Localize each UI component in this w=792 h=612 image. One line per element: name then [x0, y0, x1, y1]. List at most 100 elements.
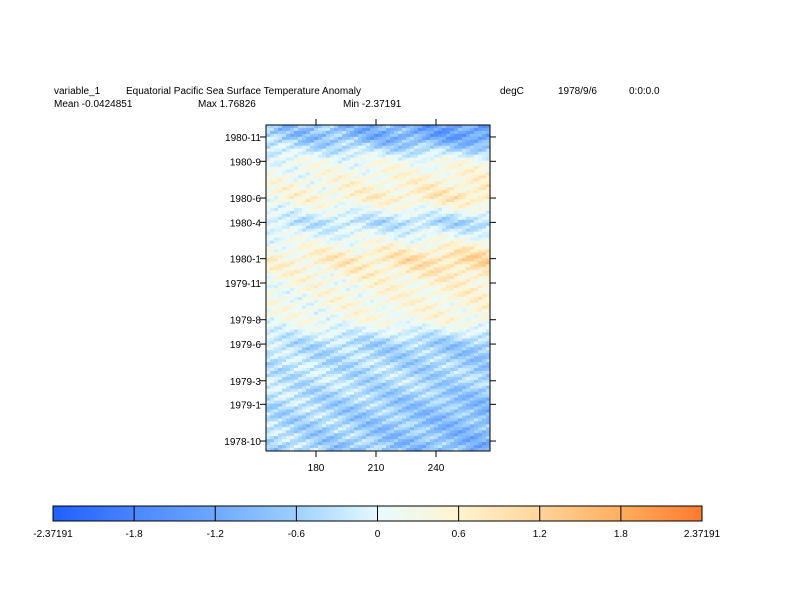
heatmap-cell [430, 157, 435, 161]
heatmap-cell [442, 261, 447, 265]
heatmap-cell [330, 213, 335, 218]
heatmap-cell [342, 199, 347, 203]
heatmap-cell [390, 207, 395, 212]
heatmap-cell [426, 190, 431, 194]
heatmap-cell [462, 237, 467, 241]
heatmap-cell [474, 362, 479, 366]
heatmap-cell [270, 373, 275, 378]
heatmap-cell [422, 293, 427, 298]
heatmap-cell [306, 243, 311, 247]
heatmap-cell [462, 252, 467, 256]
heatmap-cell [274, 222, 279, 227]
heatmap-cell [474, 222, 479, 227]
heatmap-cell [382, 293, 387, 298]
heatmap-cell [306, 332, 311, 336]
heatmap-cell [342, 264, 347, 268]
heatmap-cell [422, 308, 427, 313]
heatmap-cell [450, 216, 455, 221]
heatmap-cell [422, 237, 427, 241]
heatmap-cell [478, 196, 483, 200]
heatmap-cell [362, 273, 367, 277]
heatmap-cell [382, 210, 387, 215]
heatmap-cell [278, 326, 283, 330]
heatmap-cell [426, 382, 431, 387]
heatmap-cell [438, 127, 443, 132]
heatmap-cell [362, 145, 367, 150]
heatmap-cell [438, 279, 443, 283]
heatmap-cell [426, 379, 431, 384]
heatmap-cell [434, 169, 439, 173]
heatmap-cell [322, 385, 327, 390]
heatmap-cell [402, 166, 407, 170]
heatmap-cell [362, 385, 367, 390]
heatmap-cell [422, 213, 427, 218]
heatmap-cell [286, 329, 291, 333]
heatmap-cell [318, 142, 323, 147]
heatmap-cell [294, 243, 299, 247]
heatmap-cell [350, 216, 355, 221]
heatmap-cell [442, 385, 447, 390]
heatmap-cell [342, 382, 347, 387]
heatmap-cell [442, 222, 447, 227]
heatmap-cell [330, 341, 335, 345]
heatmap-cell [358, 382, 363, 387]
heatmap-cell [278, 270, 283, 274]
heatmap-cell [426, 225, 431, 230]
heatmap-cell [298, 285, 303, 289]
heatmap-cell [290, 382, 295, 387]
heatmap-cell [386, 139, 391, 144]
heatmap-cell [370, 184, 375, 188]
heatmap-cell [334, 317, 339, 321]
heatmap-cell [394, 231, 399, 236]
heatmap-cell [318, 308, 323, 313]
heatmap-cell [342, 258, 347, 262]
heatmap-cell [282, 231, 287, 236]
heatmap-cell [298, 205, 303, 209]
heatmap-cell [278, 356, 283, 360]
heatmap-cell [466, 293, 471, 298]
heatmap-cell [354, 205, 359, 209]
heatmap-cell [274, 169, 279, 173]
heatmap-cell [402, 261, 407, 265]
heatmap-cell [378, 187, 383, 191]
heatmap-cell [430, 273, 435, 277]
heatmap-cell [426, 243, 431, 247]
heatmap-cell [362, 285, 367, 289]
heatmap-cell [402, 296, 407, 301]
heatmap-cell [482, 341, 487, 345]
heatmap-cell [302, 196, 307, 200]
heatmap-cell [274, 213, 279, 218]
heatmap-cell [282, 320, 287, 324]
heatmap-cell [322, 216, 327, 221]
heatmap-cell [410, 252, 415, 256]
heatmap-cell [310, 130, 315, 135]
heatmap-cell [362, 222, 367, 227]
heatmap-cell [466, 139, 471, 144]
heatmap-cell [474, 335, 479, 339]
heatmap-cell [426, 157, 431, 161]
heatmap-cell [450, 148, 455, 153]
heatmap-cell [358, 130, 363, 135]
heatmap-cell [278, 323, 283, 327]
heatmap-cell [358, 356, 363, 360]
heatmap-cell [394, 332, 399, 336]
heatmap-cell [470, 267, 475, 271]
variable-name: variable_1 [54, 86, 101, 97]
heatmap-cell [402, 365, 407, 369]
heatmap-cell [330, 326, 335, 330]
heatmap-cell [454, 199, 459, 203]
heatmap-cell [326, 282, 331, 286]
heatmap-cell [366, 264, 371, 268]
heatmap-cell [362, 160, 367, 164]
heatmap-cell [482, 190, 487, 194]
heatmap-cell [474, 323, 479, 327]
heatmap-cell [298, 311, 303, 316]
heatmap-cell [378, 237, 383, 241]
heatmap-cell [318, 246, 323, 250]
heatmap-cell [302, 299, 307, 304]
heatmap-cell [278, 370, 283, 375]
heatmap-cell [274, 228, 279, 233]
heatmap-cell [482, 237, 487, 241]
heatmap-cell [426, 338, 431, 342]
heatmap-cell [330, 267, 335, 271]
